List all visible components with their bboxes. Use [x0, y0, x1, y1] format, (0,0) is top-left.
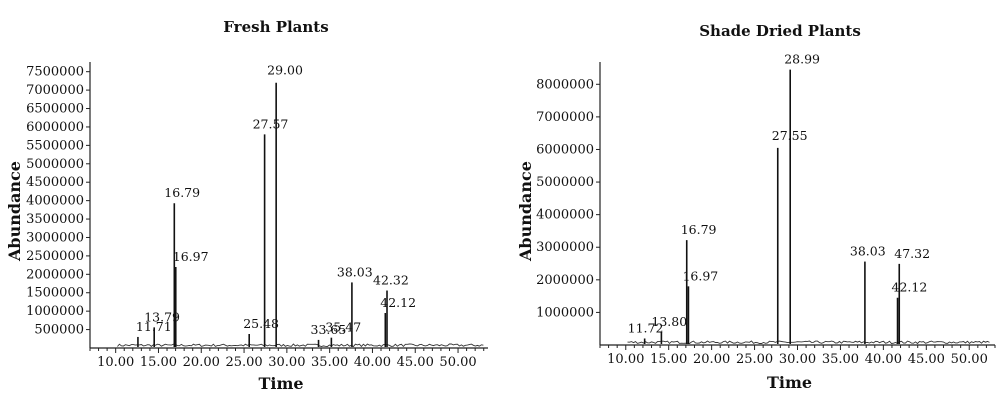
panel-1-peak-label: 16.79 [164, 185, 200, 200]
panel-1-y-tick-label: 5000000 [26, 157, 84, 172]
panel-2-y-tick-label: 1000000 [536, 305, 594, 320]
panel-2-y-tick-label: 5000000 [536, 175, 594, 190]
panel-1-peak-label: 35.47 [325, 320, 361, 335]
panel-1-y-tick-label: 1000000 [26, 304, 84, 319]
panel-2-y-tick-label: 4000000 [536, 208, 594, 223]
panel-1-y-tick-label: 4500000 [26, 175, 84, 190]
panel-1-y-tick-label: 7000000 [26, 83, 84, 98]
panel-1-x-tick-label: 30.00 [268, 355, 305, 370]
panel-1-y-tick-label: 2500000 [26, 249, 84, 264]
panel-1-y-tick-label: 3000000 [26, 230, 84, 245]
panel-2-peak-label: 11.72 [628, 320, 664, 335]
panel-2-x-axis-label: Time [767, 373, 812, 392]
panel-2-x-tick-label: 10.00 [607, 352, 644, 367]
panel-1-x-axis-label: Time [258, 374, 303, 393]
panel-1-x-tick-label: 35.00 [311, 355, 348, 370]
panel-1-baseline-trace [117, 343, 484, 348]
panel-2-peak-label: 28.99 [784, 52, 820, 67]
panel-1-peak-label: 42.32 [373, 273, 409, 288]
panel-2-y-tick-label: 3000000 [536, 240, 594, 255]
panel-1-peak-label: 25.48 [243, 316, 279, 331]
panel-2-x-tick-label: 30.00 [779, 352, 816, 367]
panel-2-x-tick-label: 35.00 [822, 352, 859, 367]
panel-2-peak-label: 13.80 [651, 314, 687, 329]
panel-2-peak-label: 47.32 [894, 246, 930, 261]
panel-1-peak-label: 33.65 [311, 322, 347, 337]
panel-1-y-tick-label: 1500000 [26, 286, 84, 301]
panel-1-x-tick-label: 45.00 [397, 355, 434, 370]
panel-1-x-tick-label: 40.00 [354, 355, 391, 370]
panel-1-y-tick-label: 7500000 [26, 65, 84, 80]
panel-1-x-tick-label: 15.00 [140, 355, 177, 370]
panel-2-x-tick-label: 20.00 [693, 352, 730, 367]
panel-1-peak-label: 16.97 [173, 249, 209, 264]
panel-2-y-tick-label: 7000000 [536, 110, 594, 125]
panel-1-y-tick-label: 2000000 [26, 267, 84, 282]
panel-2-y-axis-label: Abundance [516, 161, 535, 262]
panel-2-y-tick-label: 2000000 [536, 273, 594, 288]
panel-2-baseline-trace [627, 340, 990, 345]
panel-2-y-tick-label: 6000000 [536, 142, 594, 157]
panel-1-y-axis-label: Abundance [5, 161, 24, 262]
panel-1-chart-title: Fresh Plants [223, 18, 328, 36]
panel-1-peak-label: 38.03 [337, 264, 373, 279]
panel-1-peak-label: 42.12 [380, 295, 416, 310]
panel-1-y-tick-label: 5500000 [26, 138, 84, 153]
panel-1-peak-label: 13.79 [144, 309, 180, 324]
panel-2-peak-label: 38.03 [850, 244, 886, 259]
panel-1-peak-label: 27.57 [253, 116, 289, 131]
panel-2-peak-label: 16.97 [682, 268, 718, 283]
panel-2-peak-label: 42.12 [892, 280, 928, 295]
panel-2-peak-label: 16.79 [681, 222, 717, 237]
panel-1-y-tick-label: 4000000 [26, 194, 84, 209]
panel-1-y-tick-label: 500000 [34, 323, 84, 338]
panel-2-x-tick-label: 40.00 [865, 352, 902, 367]
panel-2-x-tick-label: 45.00 [908, 352, 945, 367]
panel-1-x-tick-label: 25.00 [225, 355, 262, 370]
panel-1-y-tick-label: 6500000 [26, 102, 84, 117]
panel-2-x-tick-label: 15.00 [650, 352, 687, 367]
panel-1-y-tick-label: 6000000 [26, 120, 84, 135]
panel-2-y-tick-label: 8000000 [536, 77, 594, 92]
panel-1-peak-label: 11.71 [136, 319, 172, 334]
panel-2-chart-title: Shade Dried Plants [699, 22, 861, 40]
panel-1-x-tick-label: 10.00 [97, 355, 134, 370]
panel-2-x-tick-label: 25.00 [736, 352, 773, 367]
panel-1-y-tick-label: 3500000 [26, 212, 84, 227]
panel-1-x-tick-label: 50.00 [439, 355, 476, 370]
panel-1-x-tick-label: 20.00 [183, 355, 220, 370]
panel-2-x-tick-label: 50.00 [951, 352, 988, 367]
panel-1-peak-label: 29.00 [267, 63, 303, 78]
